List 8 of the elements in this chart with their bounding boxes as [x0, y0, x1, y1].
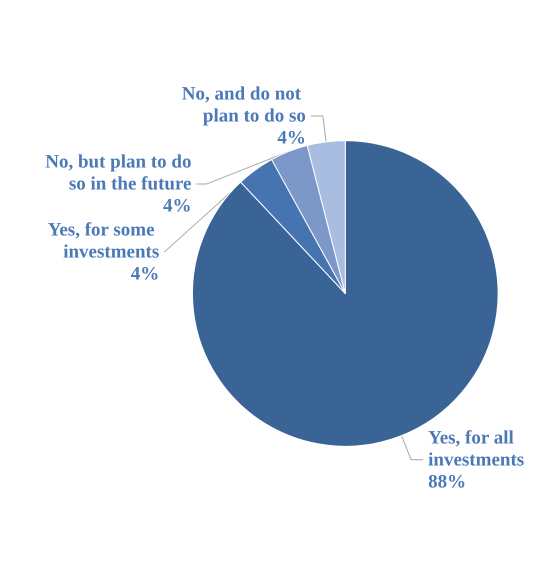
- slice-label: No, and do not plan to do so: [182, 84, 306, 127]
- data-label: 4%: [277, 128, 306, 149]
- slice-label: No, but plan to do so in the future: [45, 152, 192, 195]
- slice-label: Yes, for all investments: [428, 427, 524, 470]
- data-label: 88%: [428, 471, 466, 492]
- data-label: 4%: [130, 264, 160, 285]
- slice-label: Yes, for some investments: [48, 220, 160, 263]
- data-label: 4%: [163, 196, 192, 217]
